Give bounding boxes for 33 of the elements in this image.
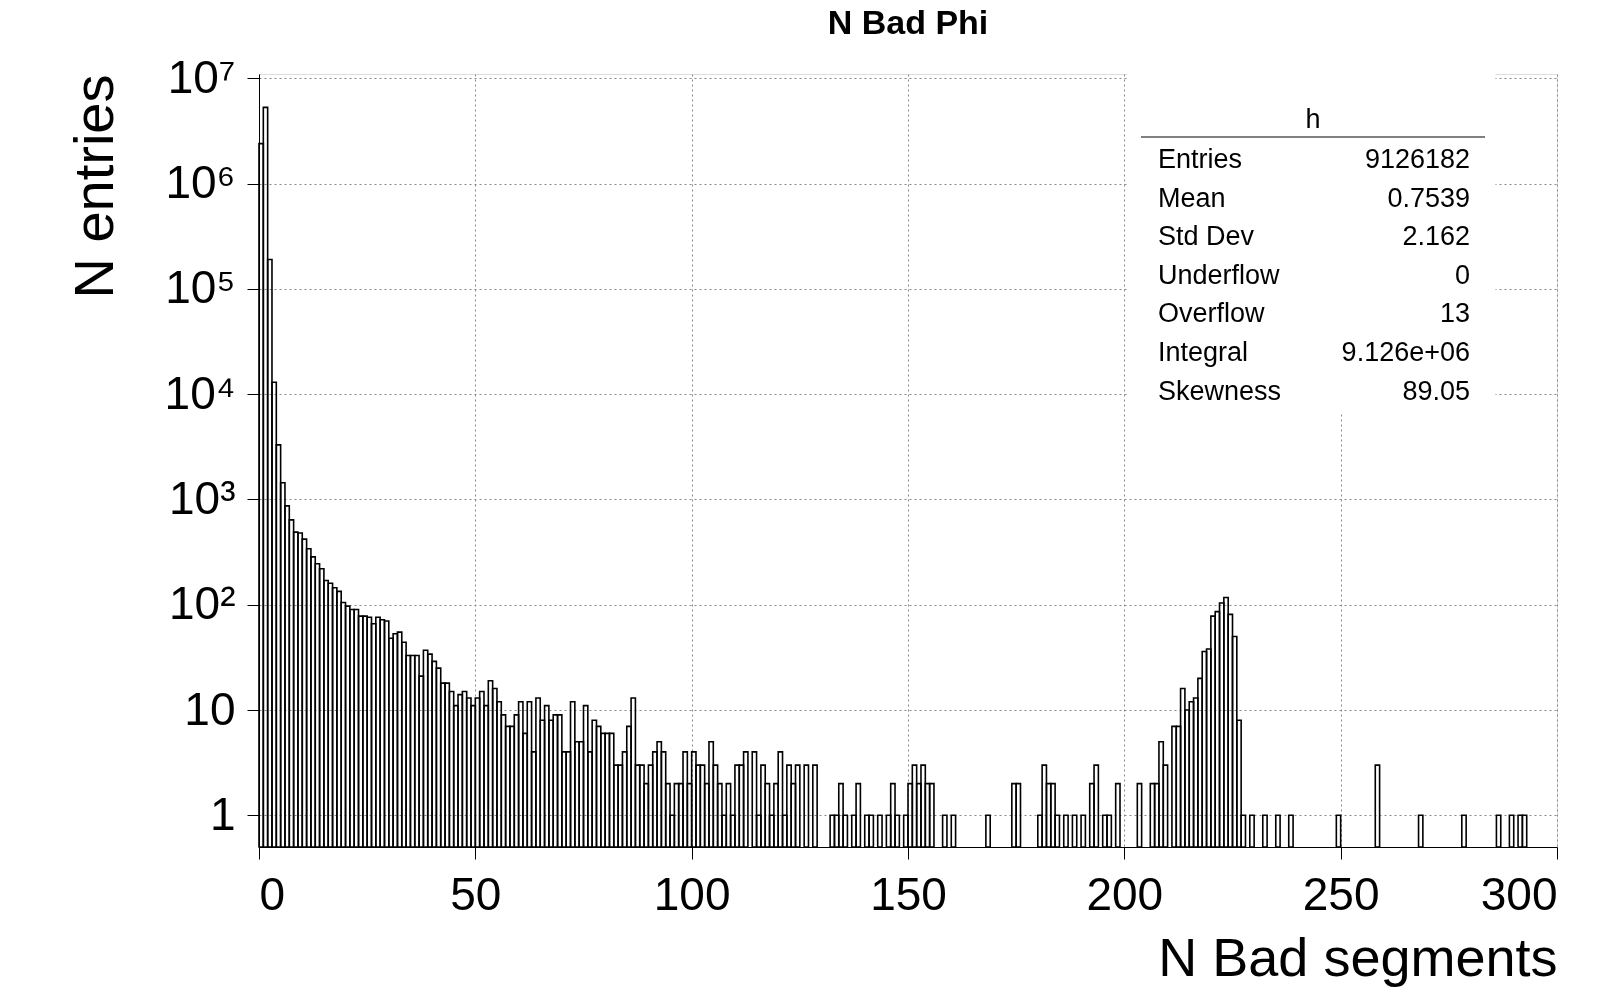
annotation: Integral [1158, 337, 1249, 367]
annotation: 9126182 [1364, 144, 1470, 174]
annotation: Std Dev [1158, 221, 1255, 252]
y-axis-title: N entries [61, 74, 125, 299]
annotation: 89.05 [1402, 375, 1470, 406]
x-tick-label: 0 [259, 867, 286, 920]
y-tick-label: 10 [184, 682, 236, 735]
y-tick-label: 10² [169, 577, 236, 630]
annotation: 2.162 [1402, 221, 1470, 252]
annotation: 0 [1454, 259, 1470, 290]
x-tick-label: 150 [870, 867, 947, 920]
y-tick-label: 10⁴ [164, 366, 236, 419]
y-tick-label: 10³ [169, 471, 236, 524]
annotation: Skewness [1158, 375, 1282, 406]
annotation: 9.126e+06 [1341, 337, 1470, 367]
y-tick-label: 10⁷ [167, 50, 236, 103]
annotation: Entries [1158, 144, 1243, 174]
x-tick-label: 250 [1302, 867, 1380, 920]
x-axis-title: N Bad segments [1158, 926, 1558, 987]
annotation: Underflow [1158, 259, 1281, 290]
annotation: Mean [1158, 182, 1226, 213]
y-tick-label: 1 [209, 787, 236, 840]
y-tick-label: 10⁶ [165, 156, 236, 209]
annotation: Overflow [1158, 298, 1266, 329]
x-tick-label: 50 [450, 867, 502, 920]
y-tick-label: 10⁵ [165, 261, 236, 314]
x-tick-label: 300 [1480, 867, 1558, 920]
annotation: 0.7539 [1387, 182, 1470, 213]
annotation: 13 [1439, 298, 1470, 329]
chart-title: N Bad Phi [827, 3, 989, 42]
annotation: h [1305, 104, 1321, 134]
x-tick-label: 200 [1086, 867, 1164, 920]
x-tick-label: 100 [653, 867, 731, 920]
